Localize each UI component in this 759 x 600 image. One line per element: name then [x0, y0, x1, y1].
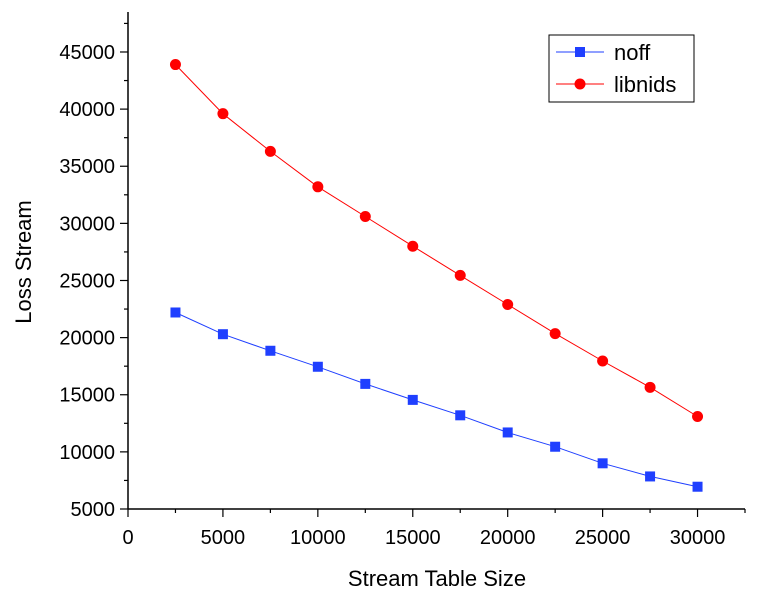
legend-label: noff: [614, 40, 651, 65]
axes: 0 5000 10000 15000 20000 25000 30000 5000 10000 1…: [59, 12, 746, 549]
legend-entry-libnids: libnids: [556, 72, 676, 97]
legend-marker: [574, 78, 586, 90]
x-tick-label: 20000: [480, 527, 536, 549]
data-point: [454, 269, 466, 281]
data-point: [312, 181, 324, 193]
legend-entry-noff: noff: [556, 40, 651, 65]
x-tick-label: 5000: [201, 527, 246, 549]
x-tick-label: 10000: [290, 527, 346, 549]
data-point: [217, 329, 228, 340]
data-point: [549, 328, 561, 340]
x-tick-label: 0: [122, 527, 133, 549]
data-point: [550, 441, 561, 452]
data-point: [502, 427, 513, 438]
data-point: [265, 345, 276, 356]
data-point: [597, 355, 609, 367]
y-tick-label: 10000: [59, 442, 115, 464]
data-point: [360, 378, 371, 389]
series-libnids: [169, 59, 704, 422]
data-point: [407, 394, 418, 405]
data-point: [312, 361, 323, 372]
y-tick-label: 5000: [71, 499, 116, 521]
data-point: [264, 145, 276, 157]
data-point: [170, 307, 181, 318]
series-line-libnids: [175, 64, 698, 417]
legend-box: [548, 34, 695, 103]
series-noff: [170, 307, 703, 492]
x-tick-label: 15000: [385, 527, 441, 549]
y-tick-label: 40000: [59, 99, 115, 121]
y-tick-label: 25000: [59, 270, 115, 292]
x-axis-title: Stream Table Size: [348, 566, 526, 591]
y-tick-label: 20000: [59, 328, 115, 350]
data-point: [217, 108, 229, 120]
series-line-noff: [175, 312, 698, 488]
x-tick-label: 30000: [670, 527, 726, 549]
data-point: [359, 211, 371, 223]
data-point: [597, 458, 608, 469]
data-point: [455, 410, 466, 421]
x-tick-label: 25000: [575, 527, 631, 549]
y-tick-label: 45000: [59, 42, 115, 64]
data-point: [644, 381, 656, 393]
legend-marker: [575, 47, 585, 57]
data-point: [692, 410, 704, 422]
data-point: [407, 240, 419, 252]
data-point: [692, 481, 703, 492]
legend: noff libnids: [548, 34, 695, 103]
legend-label: libnids: [614, 72, 676, 97]
y-tick-label: 30000: [59, 213, 115, 235]
y-axis-title: Loss Stream: [11, 200, 36, 324]
data-point: [502, 298, 514, 310]
series-layer: [169, 59, 704, 492]
data-point: [645, 471, 656, 482]
data-point: [169, 59, 181, 71]
y-tick-label: 35000: [59, 156, 115, 178]
y-tick-label: 15000: [59, 385, 115, 407]
